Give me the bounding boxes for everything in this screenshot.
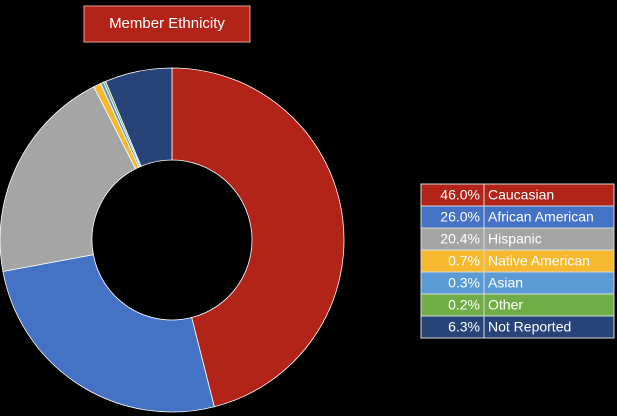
legend-swatch bbox=[483, 315, 615, 339]
legend-value: 20.4% bbox=[440, 231, 480, 247]
legend-label: Caucasian bbox=[488, 187, 554, 203]
legend-label: Native American bbox=[488, 253, 590, 269]
legend-value: 0.3% bbox=[448, 275, 480, 291]
legend-value: 46.0% bbox=[440, 187, 480, 203]
legend-label: Other bbox=[488, 297, 523, 313]
legend-label: Hispanic bbox=[488, 231, 542, 247]
legend-value: 6.3% bbox=[448, 319, 480, 335]
legend-value: 0.7% bbox=[448, 253, 480, 269]
donut-slice bbox=[2, 254, 215, 413]
legend-label: Not Reported bbox=[488, 319, 571, 335]
donut-slice bbox=[171, 67, 345, 408]
legend-label: Asian bbox=[488, 275, 523, 291]
donut-slice bbox=[0, 86, 137, 272]
legend-value: 26.0% bbox=[440, 209, 480, 225]
title-box bbox=[83, 5, 251, 43]
legend-value: 0.2% bbox=[448, 297, 480, 313]
chart-title: Member Ethnicity bbox=[109, 15, 225, 32]
legend-label: African American bbox=[488, 209, 594, 225]
donut-slice bbox=[105, 67, 173, 167]
